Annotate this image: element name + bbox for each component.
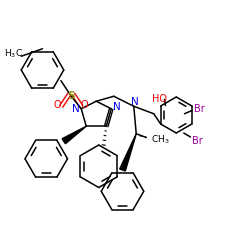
- Text: N: N: [131, 97, 139, 107]
- Polygon shape: [120, 134, 136, 171]
- Text: O: O: [54, 100, 61, 110]
- Polygon shape: [62, 126, 86, 144]
- Text: O: O: [80, 100, 88, 110]
- Text: ····: ····: [138, 134, 147, 140]
- Text: CH$_3$: CH$_3$: [151, 134, 170, 146]
- Text: N: N: [113, 102, 120, 113]
- Text: H$_3$C: H$_3$C: [4, 48, 23, 60]
- Text: HO: HO: [152, 94, 167, 104]
- Text: Br: Br: [194, 104, 204, 114]
- Text: S: S: [68, 91, 75, 101]
- Text: Br: Br: [192, 136, 203, 146]
- Text: N: N: [72, 104, 80, 114]
